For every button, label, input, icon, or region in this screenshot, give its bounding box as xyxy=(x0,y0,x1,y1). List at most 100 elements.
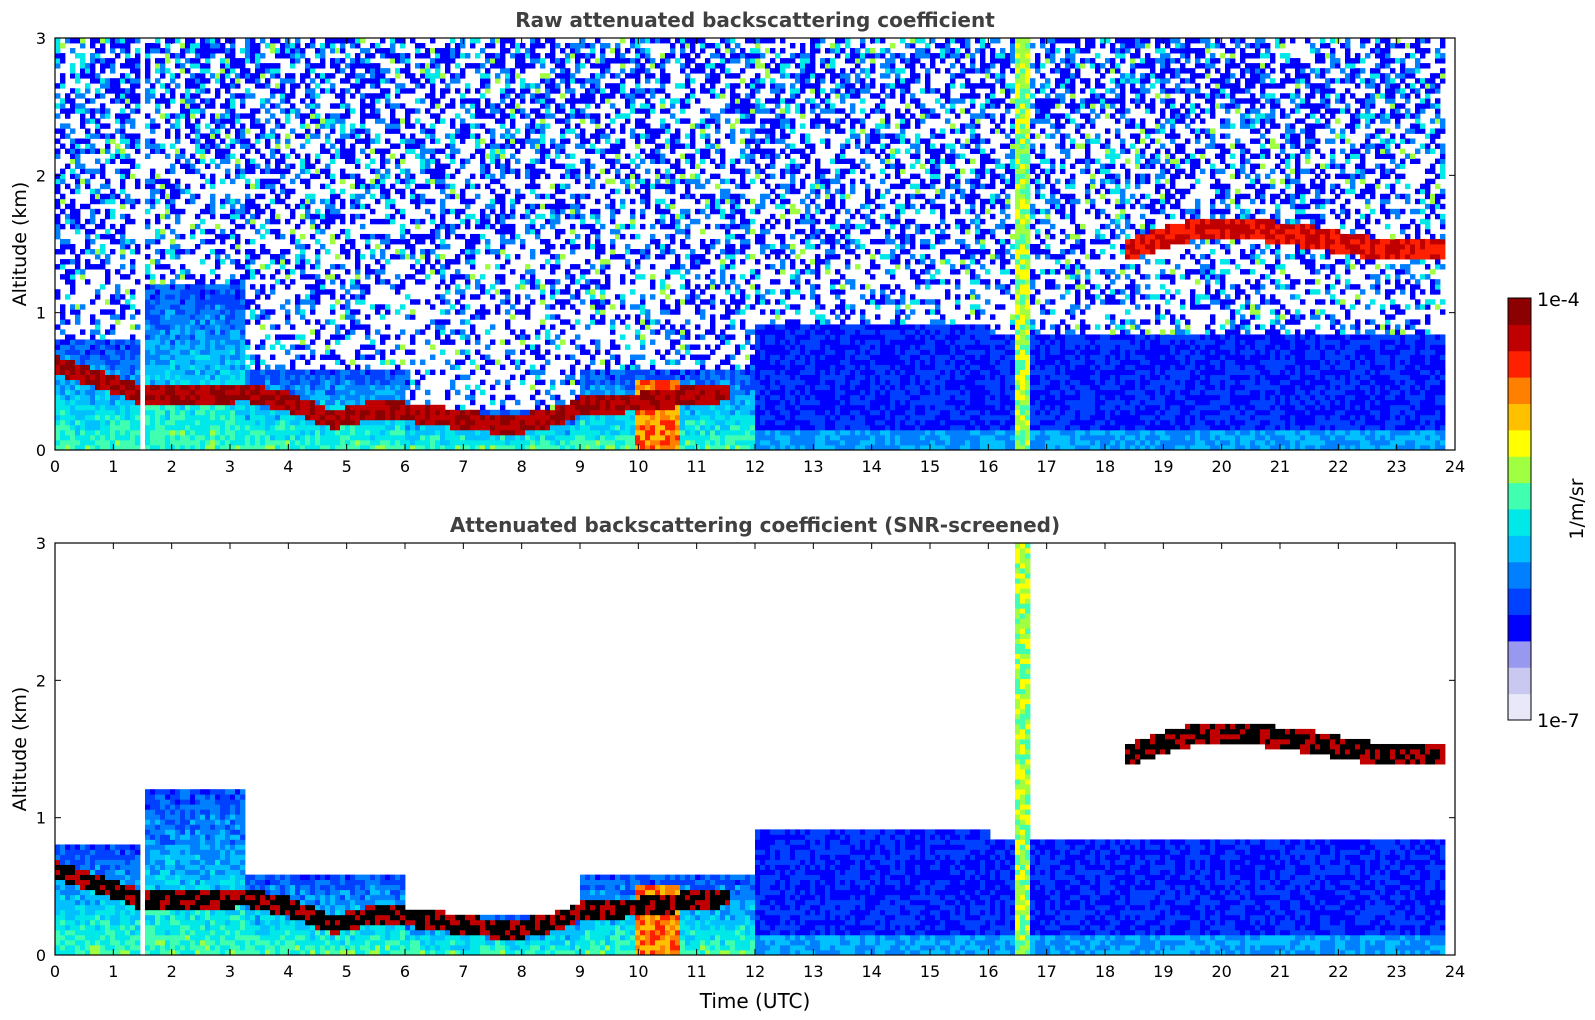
heatmap-cell xyxy=(320,394,326,401)
heatmap-cell xyxy=(320,213,326,220)
heatmap-cell xyxy=(225,384,231,391)
heatmap-cell xyxy=(245,58,251,64)
heatmap-cell xyxy=(150,238,156,245)
heatmap-cell xyxy=(390,153,396,159)
heatmap-cell xyxy=(510,168,516,175)
heatmap-cell xyxy=(225,63,231,69)
heatmap-cell xyxy=(130,324,136,330)
heatmap-cell xyxy=(500,419,506,426)
heatmap-cell xyxy=(240,93,246,99)
heatmap-cell xyxy=(375,173,381,180)
heatmap-cell xyxy=(535,58,541,64)
heatmap-cell xyxy=(70,289,76,295)
heatmap-cell xyxy=(310,289,316,295)
heatmap-cell xyxy=(370,183,376,190)
heatmap-cell xyxy=(280,43,286,49)
heatmap-cell xyxy=(570,153,576,159)
heatmap-cell xyxy=(240,98,246,104)
heatmap-cell xyxy=(450,173,456,180)
heatmap-cell xyxy=(440,349,446,355)
heatmap-cell xyxy=(445,434,451,441)
heatmap-cell xyxy=(280,414,286,421)
heatmap-cell xyxy=(235,384,241,391)
heatmap-cell xyxy=(375,279,381,285)
heatmap-cell xyxy=(510,429,516,436)
heatmap-cell xyxy=(90,349,96,355)
heatmap-cell xyxy=(150,319,156,325)
heatmap-cell xyxy=(165,113,171,119)
heatmap-cell xyxy=(80,58,86,64)
heatmap-cell xyxy=(350,183,356,190)
heatmap-cell xyxy=(480,113,486,119)
heatmap-cell xyxy=(285,274,291,280)
heatmap-cell xyxy=(340,389,346,396)
heatmap-cell xyxy=(225,83,231,89)
heatmap-cell xyxy=(115,294,121,300)
heatmap-cell xyxy=(485,329,491,335)
heatmap-cell xyxy=(415,439,421,446)
heatmap-cell xyxy=(475,133,481,139)
heatmap-cell xyxy=(490,394,496,401)
heatmap-cell xyxy=(530,58,536,64)
heatmap-cell xyxy=(260,178,266,185)
heatmap-cell xyxy=(380,369,386,376)
heatmap-cell xyxy=(365,379,371,386)
heatmap-cell xyxy=(55,354,61,360)
heatmap-cell xyxy=(325,269,331,275)
heatmap-cell xyxy=(210,249,216,255)
heatmap-cell xyxy=(150,168,156,175)
heatmap-cell xyxy=(380,269,386,275)
heatmap-cell xyxy=(135,63,141,69)
heatmap-cell xyxy=(355,374,361,381)
heatmap-cell xyxy=(65,203,71,210)
heatmap-cell xyxy=(210,339,216,345)
heatmap-cell xyxy=(460,158,466,165)
heatmap-cell xyxy=(80,269,86,275)
heatmap-cell xyxy=(450,439,456,446)
heatmap-cell xyxy=(165,68,171,74)
heatmap-cell xyxy=(115,118,121,124)
heatmap-cell xyxy=(540,153,546,159)
heatmap-cell xyxy=(475,444,481,450)
heatmap-cell xyxy=(380,359,386,365)
heatmap-cell xyxy=(430,404,436,411)
heatmap-cell xyxy=(80,429,86,436)
heatmap-cell xyxy=(185,359,191,365)
heatmap-cell xyxy=(160,364,166,371)
heatmap-cell xyxy=(175,389,181,396)
heatmap-cell xyxy=(400,279,406,285)
heatmap-cell xyxy=(355,354,361,360)
heatmap-cell xyxy=(315,419,321,426)
heatmap-cell xyxy=(210,173,216,180)
heatmap-cell xyxy=(555,58,561,64)
heatmap-cell xyxy=(160,249,166,255)
heatmap-cell xyxy=(575,429,581,436)
heatmap-cell xyxy=(275,148,281,154)
heatmap-cell xyxy=(535,369,541,376)
heatmap-cell xyxy=(170,289,176,295)
heatmap-cell xyxy=(305,444,311,450)
heatmap-cell xyxy=(270,309,276,315)
heatmap-cell xyxy=(410,394,416,401)
heatmap-cell xyxy=(455,409,461,416)
heatmap-cell xyxy=(550,38,556,44)
heatmap-cell xyxy=(110,324,116,330)
heatmap-cell xyxy=(115,314,121,320)
heatmap-cell xyxy=(410,389,416,396)
heatmap-cell xyxy=(385,419,391,426)
heatmap-cell xyxy=(565,128,571,134)
heatmap-cell xyxy=(380,183,386,190)
heatmap-cell xyxy=(225,359,231,365)
heatmap-cell xyxy=(515,148,521,154)
heatmap-cell xyxy=(305,244,311,250)
heatmap-cell xyxy=(210,284,216,290)
heatmap-cell xyxy=(75,173,81,180)
heatmap-cell xyxy=(510,68,516,74)
heatmap-cell xyxy=(420,359,426,365)
heatmap-cell xyxy=(215,148,221,154)
heatmap-cell xyxy=(260,379,266,386)
heatmap-cell xyxy=(280,304,286,310)
heatmap-cell xyxy=(195,339,201,345)
heatmap-cell xyxy=(485,439,491,446)
heatmap-cell xyxy=(355,193,361,200)
